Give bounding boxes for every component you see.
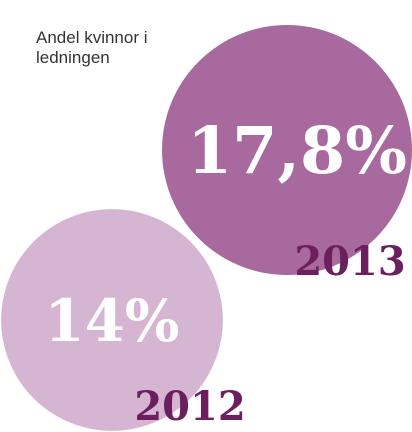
value-label: 17,8% xyxy=(187,113,407,189)
year-label: 2013 xyxy=(294,238,405,285)
bubble xyxy=(1,209,223,431)
chart-title: Andel kvinnor i ledningen xyxy=(36,28,148,67)
value-label: 14% xyxy=(45,287,180,355)
year-label: 2012 xyxy=(134,383,245,430)
bubble xyxy=(162,25,412,275)
